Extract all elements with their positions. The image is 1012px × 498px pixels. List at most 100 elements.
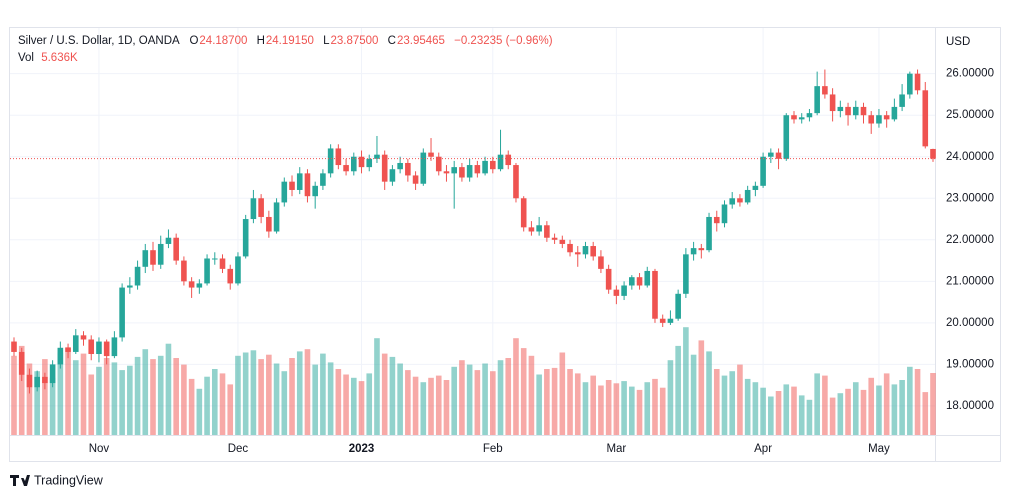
candle-body (11, 341, 17, 352)
volume-bar (304, 349, 311, 435)
volume-bar (544, 369, 550, 435)
candle-body (845, 106, 851, 116)
candle-body (837, 106, 844, 112)
candle-body (582, 246, 589, 255)
candle-body (18, 351, 25, 375)
volume-bar (57, 352, 64, 435)
candle-body (744, 189, 751, 203)
volume-bar (652, 378, 658, 435)
volume-bar (211, 369, 218, 435)
volume-bar (768, 396, 774, 435)
candle-body (760, 156, 766, 186)
candle-body (428, 152, 434, 157)
symbol-title: Silver / U.S. Dollar, 1D, OANDA (18, 35, 180, 47)
ohlc-key: H (256, 35, 265, 47)
candle-body (798, 117, 805, 120)
candle-body (868, 115, 875, 124)
volume-bar (412, 376, 419, 435)
volume-bar (690, 354, 697, 435)
volume-bar (350, 377, 357, 435)
candle-body (829, 94, 836, 112)
candle-body (266, 216, 272, 232)
candle-body (652, 270, 658, 319)
candle-body (899, 94, 905, 107)
volume-bar (582, 382, 589, 435)
volume-bar (296, 351, 303, 435)
volume-bar (49, 377, 56, 435)
volume-bar (683, 327, 689, 435)
volume-bar (713, 369, 720, 435)
y-tick-label: 18.00000 (946, 400, 994, 412)
volume-bar (327, 362, 334, 435)
candle-body (235, 256, 241, 284)
candle-body (389, 169, 396, 182)
volume-bar (845, 388, 851, 435)
volume-bar (381, 353, 388, 435)
candle-body (474, 165, 481, 174)
candle-body (397, 162, 403, 170)
candle-body (80, 335, 87, 340)
candle-body (559, 239, 566, 244)
candle-body (289, 181, 295, 190)
candle-body (258, 198, 264, 217)
volume-bar (389, 356, 396, 435)
change: −0.23235 (−0.96%) (454, 35, 553, 47)
volume-bar (752, 382, 759, 435)
volume-bar (706, 351, 712, 435)
ohlc-key: L (323, 35, 330, 47)
candle-body (852, 106, 859, 116)
volume-bar (837, 393, 844, 435)
candle-body (204, 258, 210, 284)
y-tick-label: 24.00000 (946, 151, 994, 163)
volume-bar (258, 359, 264, 435)
volume-bar (590, 375, 597, 435)
candle-body (629, 277, 635, 286)
candle-body (119, 287, 125, 338)
volume-bar (335, 369, 342, 435)
x-tick-label: Dec (228, 443, 249, 455)
volume-bar (358, 381, 365, 435)
volume-pane (11, 327, 936, 435)
volume-bar (459, 360, 465, 435)
candle-body (574, 252, 581, 255)
candle-body (103, 341, 110, 357)
candle-body (466, 165, 473, 178)
volume-bar (744, 378, 751, 435)
x-tick-label: Mar (606, 443, 626, 455)
candle-body (768, 152, 774, 157)
candle-body (320, 173, 326, 186)
volume-bar (737, 364, 743, 435)
candle-body (667, 318, 674, 323)
volume-bar (474, 370, 481, 435)
candle-body (304, 173, 311, 197)
candle-body (134, 266, 141, 286)
volume-bar (721, 375, 728, 435)
candle-body (914, 73, 921, 91)
volume-bar (798, 395, 805, 435)
grid (10, 28, 935, 435)
volume-bar (26, 363, 33, 435)
volume-bar (134, 356, 141, 435)
candle-body (219, 258, 226, 269)
volume-bar (729, 371, 736, 435)
volume-bar (551, 367, 558, 435)
candle-body (250, 198, 257, 220)
candle-body (405, 162, 411, 176)
x-tick-label: Feb (483, 443, 503, 455)
candle-body (930, 148, 936, 159)
volume-bar (930, 373, 936, 435)
candle-body (528, 227, 535, 232)
volume-bar (505, 358, 512, 435)
candle-body (57, 347, 64, 365)
candle-body (590, 246, 597, 257)
volume-bar (366, 373, 373, 435)
volume-bar (621, 381, 627, 435)
volume-bar (574, 373, 581, 435)
candle-body (513, 165, 519, 199)
legend-main: Silver / U.S. Dollar, 1D, OANDA O24.1870… (18, 35, 559, 47)
x-tick-label: 2023 (349, 443, 375, 455)
volume-bar (613, 383, 620, 435)
volume-bar (636, 389, 643, 435)
volume-bar (822, 375, 828, 435)
candle-body (281, 181, 288, 203)
